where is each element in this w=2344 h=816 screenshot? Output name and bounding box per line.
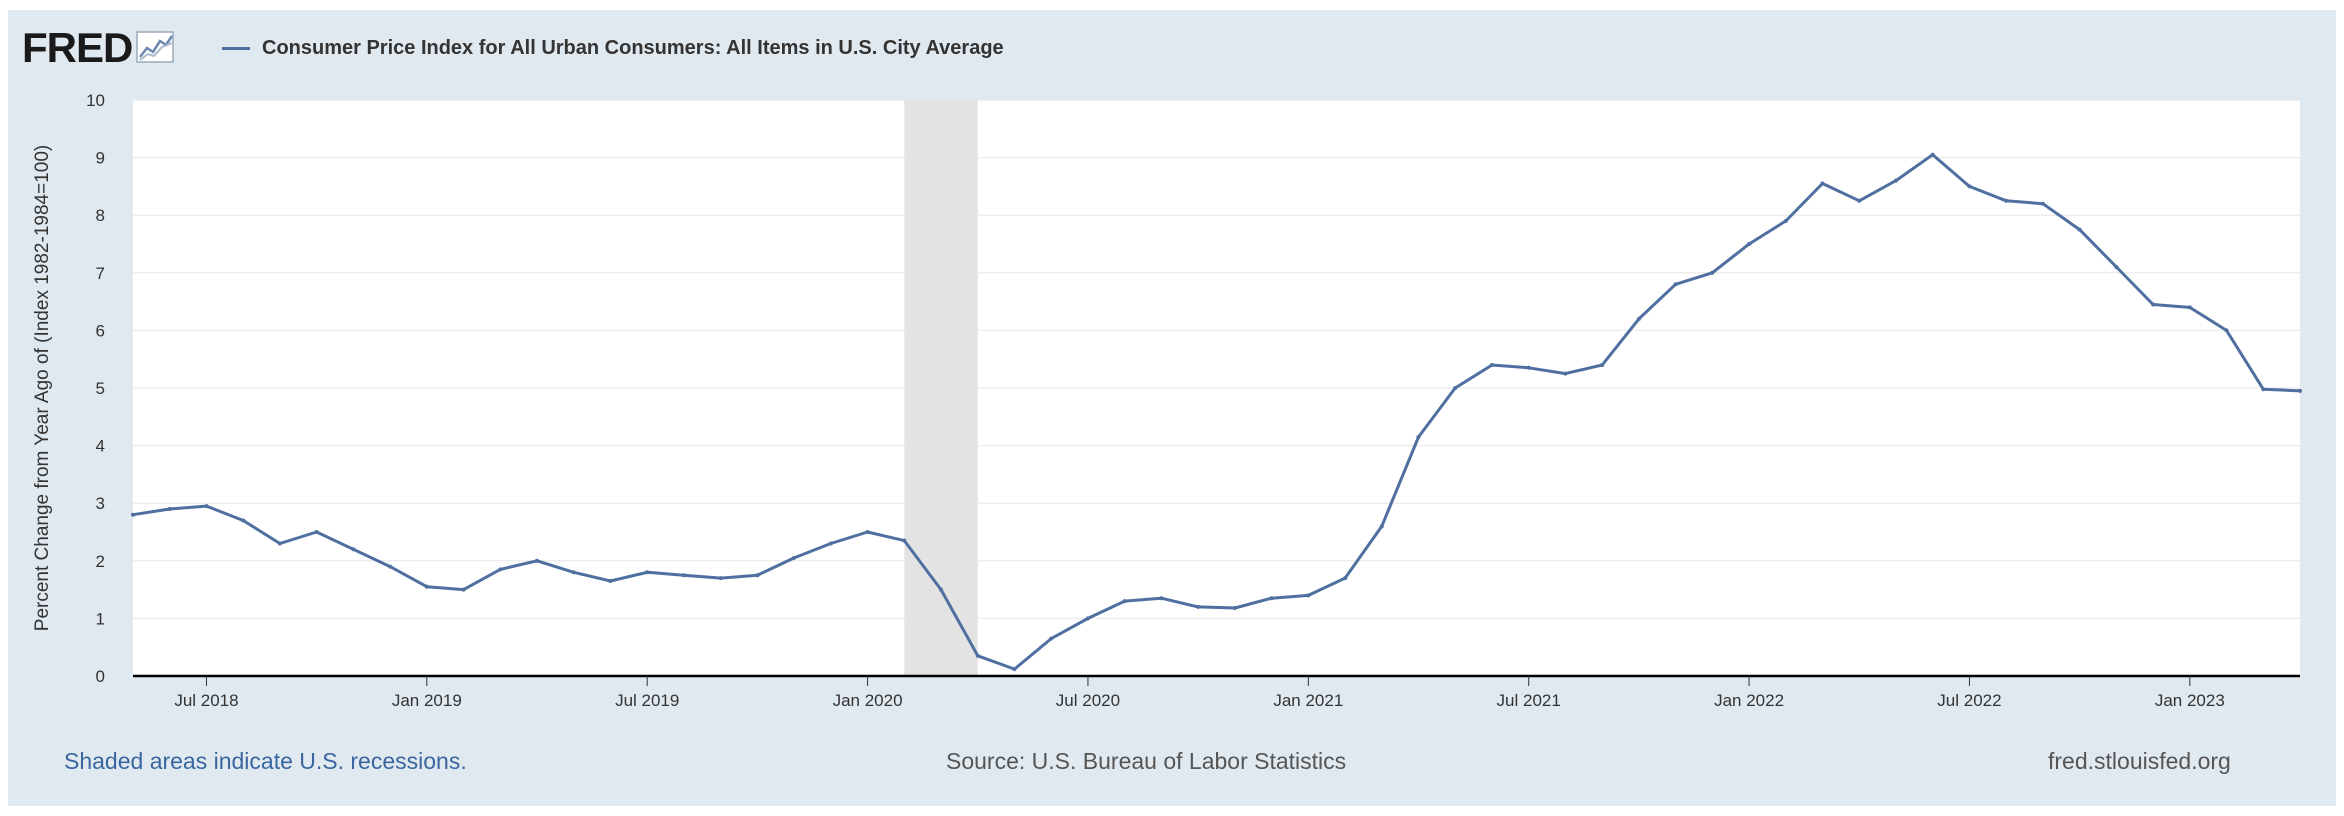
y-tick-label: 0 bbox=[96, 667, 105, 686]
data-point[interactable] bbox=[1269, 596, 1274, 601]
data-point[interactable] bbox=[1526, 365, 1531, 370]
series-line[interactable] bbox=[132, 153, 2301, 671]
data-point[interactable] bbox=[1563, 371, 1568, 376]
data-point[interactable] bbox=[1159, 596, 1164, 601]
y-tick-label: 2 bbox=[96, 552, 105, 571]
data-point[interactable] bbox=[2261, 387, 2266, 392]
data-point[interactable] bbox=[1049, 636, 1054, 641]
data-point[interactable] bbox=[718, 576, 723, 581]
x-tick-label: Jan 2019 bbox=[392, 691, 462, 710]
data-point[interactable] bbox=[2224, 328, 2229, 333]
data-point[interactable] bbox=[1894, 178, 1898, 183]
data-point[interactable] bbox=[241, 518, 246, 523]
data-point[interactable] bbox=[498, 567, 503, 572]
data-point[interactable] bbox=[2187, 305, 2192, 310]
data-point[interactable] bbox=[388, 564, 393, 569]
x-tick-label: Jan 2022 bbox=[1714, 691, 1784, 710]
y-tick-label: 9 bbox=[96, 149, 105, 168]
data-point[interactable] bbox=[571, 570, 576, 575]
legend-swatch bbox=[222, 46, 250, 50]
x-tick-label: Jul 2022 bbox=[1937, 691, 2001, 710]
data-point[interactable] bbox=[1783, 219, 1788, 223]
data-point[interactable] bbox=[902, 538, 907, 543]
fred-logo[interactable]: FRED bbox=[22, 24, 176, 72]
legend: Consumer Price Index for All Urban Consu… bbox=[222, 30, 1004, 66]
y-tick-label: 7 bbox=[96, 264, 105, 283]
data-point[interactable] bbox=[1857, 198, 1862, 203]
data-point[interactable] bbox=[1232, 606, 1237, 610]
legend-label: Consumer Price Index for All Urban Consu… bbox=[262, 36, 1004, 59]
data-point[interactable] bbox=[645, 570, 650, 575]
data-point[interactable] bbox=[1012, 667, 1017, 672]
data-point[interactable] bbox=[1490, 363, 1494, 367]
data-point[interactable] bbox=[1343, 576, 1348, 581]
x-tick-label: Jan 2021 bbox=[1273, 691, 1343, 710]
y-tick-label: 10 bbox=[86, 91, 105, 110]
y-tick-label: 5 bbox=[96, 379, 105, 398]
data-point[interactable] bbox=[2298, 388, 2302, 393]
y-tick-label: 1 bbox=[96, 609, 105, 628]
x-tick-label: Jul 2018 bbox=[174, 691, 238, 710]
data-point[interactable] bbox=[2004, 198, 2009, 203]
data-point[interactable] bbox=[2077, 227, 2082, 232]
data-point[interactable] bbox=[1747, 242, 1752, 246]
data-point[interactable] bbox=[1085, 616, 1090, 621]
data-point[interactable] bbox=[1636, 316, 1641, 321]
data-point[interactable] bbox=[939, 587, 943, 592]
x-tick-label: Jul 2019 bbox=[615, 691, 679, 710]
recession-note-link[interactable]: Shaded areas indicate U.S. recessions. bbox=[64, 748, 467, 774]
x-tick-label: Jul 2020 bbox=[1056, 691, 1120, 710]
data-point[interactable] bbox=[424, 584, 429, 589]
y-tick-label: 4 bbox=[96, 437, 105, 456]
data-point[interactable] bbox=[461, 587, 466, 592]
data-point[interactable] bbox=[828, 541, 833, 546]
data-point[interactable] bbox=[975, 653, 980, 658]
data-point[interactable] bbox=[1600, 363, 1605, 367]
y-tick-label: 8 bbox=[96, 206, 105, 225]
data-point[interactable] bbox=[1122, 599, 1127, 604]
data-point[interactable] bbox=[608, 579, 613, 583]
fred-logo-text: FRED bbox=[22, 24, 133, 71]
source-text: Source: U.S. Bureau of Labor Statistics bbox=[946, 748, 1347, 774]
data-point[interactable] bbox=[1379, 524, 1384, 529]
data-point[interactable] bbox=[1416, 435, 1421, 439]
data-point[interactable] bbox=[681, 573, 686, 578]
x-tick-label: Jan 2023 bbox=[2155, 691, 2225, 710]
data-point[interactable] bbox=[1930, 152, 1935, 157]
data-point[interactable] bbox=[755, 573, 760, 578]
site-link[interactable]: fred.stlouisfed.org bbox=[2048, 748, 2231, 774]
fred-graph-icon bbox=[136, 31, 175, 63]
chart: 0 1 2 3 4 5 6 7 8 9 10 Jul 2018 Jan 2019 Jul 2019 Jan … bbox=[32, 91, 2302, 710]
data-point[interactable] bbox=[1306, 593, 1311, 598]
data-point[interactable] bbox=[1710, 270, 1715, 275]
data-point[interactable] bbox=[1453, 386, 1458, 390]
data-point[interactable] bbox=[535, 558, 539, 563]
data-point[interactable] bbox=[167, 507, 172, 511]
data-point[interactable] bbox=[314, 530, 319, 534]
data-point[interactable] bbox=[1820, 181, 1825, 186]
data-point[interactable] bbox=[1673, 282, 1678, 287]
y-axis-label: Percent Change from Year Ago of (Index 1… bbox=[32, 145, 53, 631]
y-tick-label: 3 bbox=[96, 494, 105, 513]
data-point[interactable] bbox=[1196, 604, 1201, 609]
data-point[interactable] bbox=[204, 504, 209, 509]
data-point[interactable] bbox=[792, 555, 797, 560]
data-point[interactable] bbox=[131, 512, 135, 517]
data-point[interactable] bbox=[2114, 265, 2119, 269]
data-point[interactable] bbox=[2151, 302, 2156, 307]
data-point[interactable] bbox=[277, 541, 282, 546]
x-tick-label: Jan 2020 bbox=[833, 691, 903, 710]
y-tick-label: 6 bbox=[96, 321, 105, 340]
data-point[interactable] bbox=[865, 530, 870, 534]
data-point[interactable] bbox=[2040, 201, 2045, 206]
x-tick-label: Jul 2021 bbox=[1497, 691, 1561, 710]
data-point[interactable] bbox=[1967, 184, 1972, 189]
data-point[interactable] bbox=[351, 547, 356, 552]
